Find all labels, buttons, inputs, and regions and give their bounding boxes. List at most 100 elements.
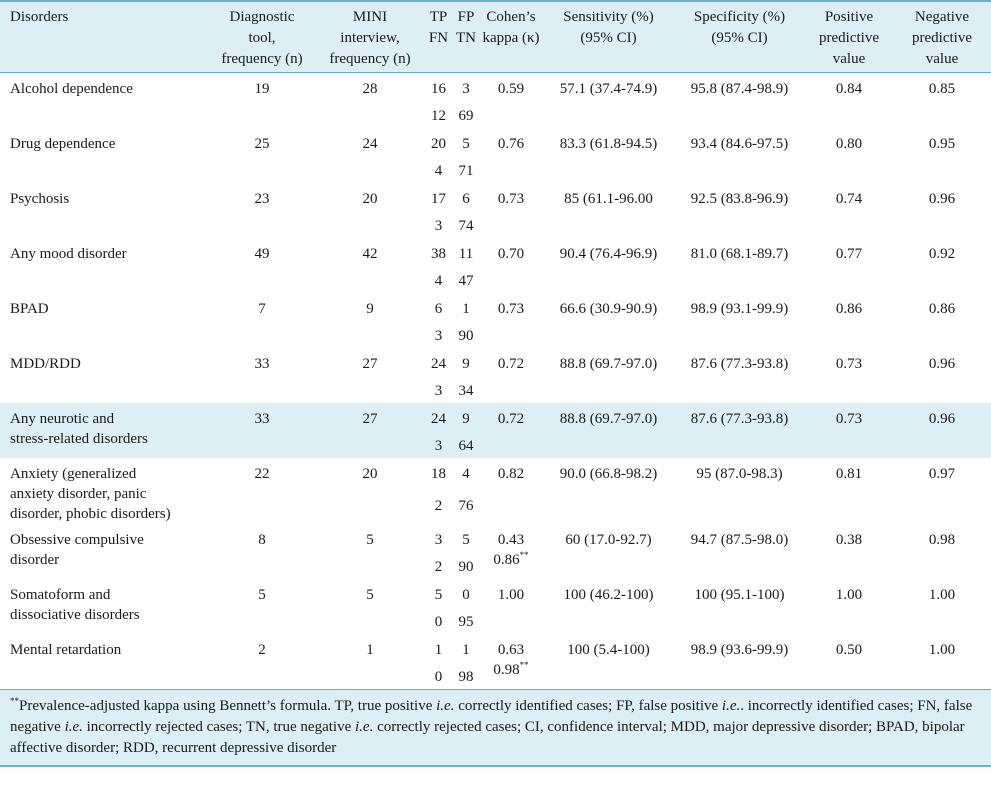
footnote-text: Prevalence-adjusted kappa using Bennett’… [10, 698, 973, 756]
sensitivity: 60 (17.0-92.7) [565, 532, 652, 548]
true-negative: 71 [458, 163, 474, 179]
false-positive: 1 [462, 301, 470, 317]
specificity: 95 (87.0-98.3) [696, 466, 783, 482]
table-row-counts: 4 71 [0, 154, 991, 183]
table-row-counts: 3 74 [0, 209, 991, 238]
true-negative: 47 [458, 273, 474, 289]
specificity: 98.9 (93.1-99.9) [690, 301, 789, 317]
adjusted-kappa: 0.98** [493, 660, 529, 679]
specificity: 87.6 (77.3-93.8) [674, 403, 805, 458]
kappa-value: 0.70 [497, 246, 525, 262]
header-kappa: Cohen’s kappa (κ) [479, 1, 543, 73]
specificity: 92.5 (83.8-96.9) [690, 191, 789, 207]
table-row: Mental retardation 2 1 1 1 0.63 0.98** 100 (5.4… [0, 634, 991, 678]
table-row: MDD/RDD 33 27 24 9 0.72 88.8 (69.7-97.0) 87.6 (… [0, 348, 991, 374]
sensitivity: 85 (61.1-96.00 [564, 191, 653, 207]
kappa-value: 1.00 [497, 587, 525, 603]
specificity: 100 (95.1-100) [694, 587, 785, 603]
negative-predictive-value: 0.96 [928, 191, 956, 207]
false-negative: 4 [434, 163, 443, 179]
diagnostic-frequency: 8 [258, 532, 266, 548]
false-negative: 2 [434, 559, 443, 575]
disorder-name: Any neurotic and stress-related disorders [0, 403, 208, 458]
table-row-counts: 0 95 [0, 605, 991, 634]
negative-predictive-value: 1.00 [928, 642, 956, 658]
disorder-name: Anxiety (generalized anxiety disorder, pa… [10, 466, 171, 522]
mini-frequency: 28 [362, 81, 378, 97]
header-disorders: Disorders [0, 1, 208, 73]
false-positive: 0 [462, 587, 470, 603]
true-positive: 17 [431, 191, 446, 207]
false-negative: 0 [434, 669, 443, 685]
positive-predictive-value: 0.74 [835, 191, 863, 207]
true-negative: 95 [458, 614, 474, 630]
kappa-value: 0.72 [479, 403, 543, 458]
footnote: **Prevalence-adjusted kappa using Bennet… [0, 689, 991, 767]
true-positive: 20 [431, 136, 446, 152]
mini-frequency: 5 [366, 587, 374, 603]
false-positive: 9 [462, 356, 470, 372]
true-positive: 38 [431, 246, 446, 262]
diagnostic-frequency: 2 [258, 642, 266, 658]
kappa-value: 0.82 [497, 466, 525, 482]
table-row: Obsessive compulsive disorder 8 5 3 5 0.43 0.86… [0, 524, 991, 568]
specificity: 93.4 (84.6-97.5) [690, 136, 789, 152]
diagnostic-frequency: 25 [254, 136, 270, 152]
disorder-name: Psychosis [10, 191, 70, 207]
specificity: 94.7 (87.5-98.0) [690, 532, 789, 548]
false-negative: 2 [434, 498, 443, 515]
negative-predictive-value: 0.95 [928, 136, 956, 152]
specificity: 81.0 (68.1-89.7) [690, 246, 789, 262]
disorder-name: Somatoform and dissociative disorders [10, 587, 140, 623]
specificity: 98.9 (93.6-99.9) [690, 642, 789, 658]
header-diagnostic-tool: Diagnostic tool, frequency (n) [208, 1, 316, 73]
negative-predictive-value: 0.96 [928, 356, 956, 372]
false-negative: 0 [434, 614, 443, 630]
true-negative: 90 [458, 328, 474, 344]
footnote-row: **Prevalence-adjusted kappa using Bennet… [0, 689, 991, 767]
table-row: BPAD 7 9 6 1 0.73 66.6 (30.9-90.9) 98.9 (93.1-9… [0, 293, 991, 319]
positive-predictive-value: 0.50 [835, 642, 863, 658]
header-fp-tn: FP TN [453, 1, 479, 73]
mini-frequency: 24 [362, 136, 378, 152]
mini-frequency: 20 [362, 191, 378, 207]
kappa-value: 0.76 [497, 136, 525, 152]
sensitivity: 100 (5.4-100) [567, 642, 650, 658]
sensitivity: 90.4 (76.4-96.9) [559, 246, 658, 262]
sensitivity: 100 (46.2-100) [563, 587, 654, 603]
table-body: Alcohol dependence 19 28 16 3 0.59 57.1 (37.4-… [0, 73, 991, 690]
table-row: Alcohol dependence 19 28 16 3 0.59 57.1 (37.4-… [0, 73, 991, 100]
false-negative: 3 [434, 383, 443, 399]
positive-predictive-value: 0.81 [835, 466, 863, 482]
table-row: Psychosis 23 20 17 6 0.73 85 (61.1-96.00 92.5 (… [0, 183, 991, 209]
false-negative: 3 [434, 218, 443, 234]
kappa-value: 0.59 [497, 81, 525, 97]
diagnostic-frequency: 23 [254, 191, 270, 207]
true-negative: 69 [458, 108, 474, 124]
specificity: 95.8 (87.4-98.9) [690, 81, 789, 97]
diagnostic-accuracy-table: Disorders Diagnostic tool, frequency (n) M… [0, 1, 991, 767]
positive-predictive-value: 0.73 [835, 356, 863, 372]
table-row-counts: 3 64 [0, 429, 991, 458]
false-negative: 4 [434, 273, 443, 289]
disorder-name: Any mood disorder [10, 246, 127, 262]
true-positive: 24 [431, 356, 446, 372]
sensitivity: 88.8 (69.7-97.0) [559, 356, 658, 372]
positive-predictive-value: 1.00 [835, 587, 863, 603]
sensitivity: 83.3 (61.8-94.5) [559, 136, 658, 152]
diagnostic-frequency: 22 [254, 466, 270, 482]
sensitivity: 90.0 (66.8-98.2) [559, 466, 658, 482]
table-row-counts: 3 90 [0, 319, 991, 348]
diagnostic-frequency: 19 [254, 81, 270, 97]
negative-predictive-value: 0.85 [928, 81, 956, 97]
negative-predictive-value: 0.97 [928, 466, 956, 482]
false-positive: 5 [462, 136, 470, 152]
true-positive: 18 [431, 466, 446, 482]
false-negative: 3 [434, 328, 443, 344]
negative-predictive-value: 0.96 [893, 403, 991, 458]
adjusted-kappa: 0.86** [493, 550, 529, 569]
mini-frequency: 42 [362, 246, 378, 262]
false-negative: 12 [431, 108, 446, 124]
sensitivity: 57.1 (37.4-74.9) [559, 81, 658, 97]
